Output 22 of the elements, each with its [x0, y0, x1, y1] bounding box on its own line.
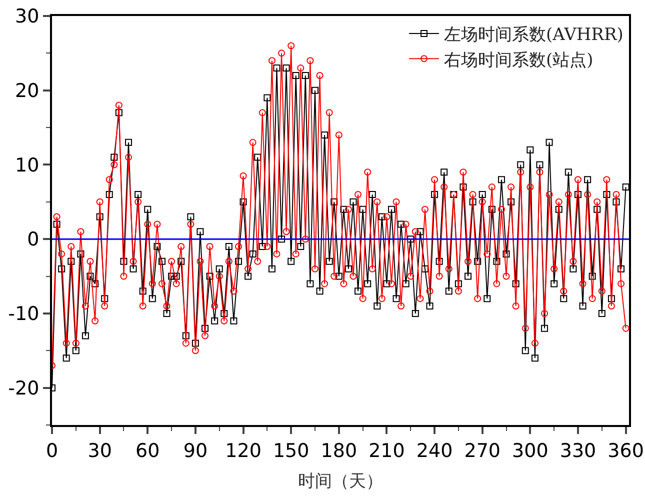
x-tick-label: 240 — [416, 440, 453, 462]
x-tick-label: 360 — [608, 440, 644, 462]
y-tick-label: 30 — [15, 6, 40, 28]
x-tick-label: 0 — [46, 440, 58, 462]
legend-label: 右场时间系数(站点) — [444, 50, 594, 70]
y-tick-label: -10 — [8, 303, 40, 326]
x-tick-label: 60 — [136, 440, 160, 462]
x-tick-label: 330 — [560, 440, 596, 462]
x-tick-label: 90 — [183, 440, 208, 462]
y-tick-label: 20 — [15, 80, 40, 102]
legend-label: 左场时间系数(AVHRR) — [444, 25, 624, 46]
x-tick-label: 120 — [225, 440, 262, 462]
y-tick-label: -20 — [8, 377, 40, 400]
x-tick-label: 210 — [368, 440, 405, 462]
y-tick-label: 0 — [27, 228, 40, 251]
x-axis-title: 时间（天） — [298, 472, 383, 492]
x-tick-label: 150 — [272, 440, 310, 462]
x-tick-label: 180 — [320, 440, 358, 462]
x-tick-label: 300 — [512, 440, 548, 462]
x-tick-label: 270 — [464, 440, 500, 462]
x-tick-label: 30 — [88, 440, 112, 462]
y-tick-label: 10 — [15, 154, 40, 176]
